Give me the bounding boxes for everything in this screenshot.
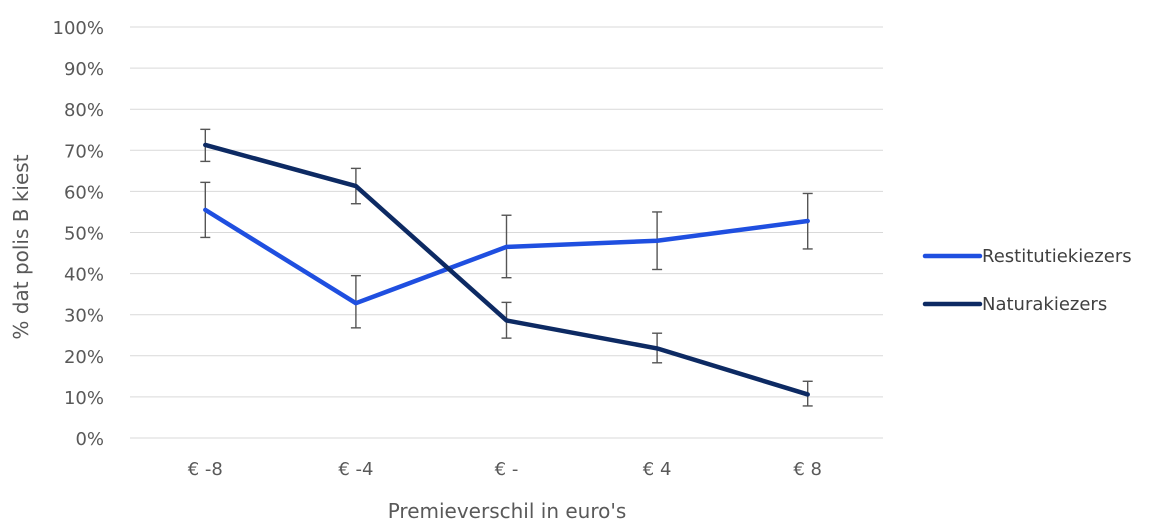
legend: Restitutiekiezers Naturakiezers [925, 246, 1132, 315]
x-tick-label: € - [495, 459, 519, 480]
y-tick-label: 0% [75, 429, 104, 450]
x-tick-label: € -4 [338, 459, 373, 480]
legend-label: Restitutiekiezers [982, 246, 1132, 267]
y-tick-label: 70% [64, 141, 104, 162]
y-tick-label: 60% [64, 182, 104, 203]
x-tick-label: € 4 [643, 459, 672, 480]
x-axis-ticks: € -8 € -4 € - € 4 € 8 [188, 459, 822, 480]
y-tick-label: 20% [64, 347, 104, 368]
x-axis-title: Premieverschil in euro's [388, 499, 627, 523]
x-tick-label: € 8 [793, 459, 822, 480]
y-tick-label: 30% [64, 306, 104, 327]
y-tick-label: 90% [64, 59, 104, 80]
y-axis-title: % dat polis B kiest [9, 154, 33, 339]
y-tick-label: 40% [64, 265, 104, 286]
y-tick-label: 80% [64, 100, 104, 121]
y-tick-label: 50% [64, 224, 104, 245]
y-tick-label: 10% [64, 388, 104, 409]
legend-item: Restitutiekiezers [925, 246, 1132, 267]
y-tick-label: 100% [53, 18, 104, 39]
y-axis-ticks: 0% 10% 20% 30% 40% 50% 60% 70% 80% 90% 100% [53, 18, 104, 450]
x-tick-label: € -8 [188, 459, 223, 480]
legend-label: Naturakiezers [982, 294, 1107, 315]
legend-item: Naturakiezers [925, 294, 1107, 315]
